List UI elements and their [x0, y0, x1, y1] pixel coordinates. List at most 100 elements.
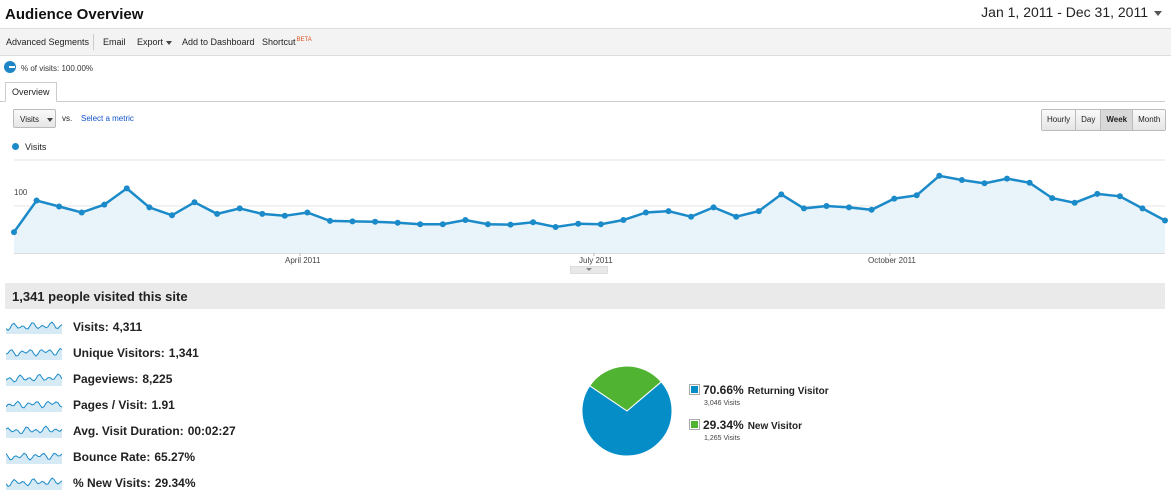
data-point[interactable]	[417, 221, 424, 228]
data-point[interactable]	[214, 210, 221, 217]
advanced-segments-button[interactable]: Advanced Segments	[6, 37, 90, 47]
data-point[interactable]	[462, 217, 469, 223]
metric-row: Unique Visitors: 1,341	[0, 343, 199, 363]
sparkline-icon[interactable]	[6, 320, 62, 334]
data-point[interactable]	[733, 213, 740, 220]
data-point[interactable]	[123, 185, 130, 192]
data-point[interactable]	[281, 212, 288, 219]
sparkline-icon[interactable]	[6, 450, 62, 464]
data-point[interactable]	[439, 221, 446, 228]
data-point[interactable]	[688, 213, 695, 220]
data-point[interactable]	[1094, 190, 1101, 197]
data-point[interactable]	[778, 191, 785, 198]
data-point[interactable]	[755, 208, 762, 215]
data-point[interactable]	[642, 209, 649, 216]
metric-value: 1.91	[151, 398, 175, 412]
day-button[interactable]: Day	[1075, 110, 1101, 130]
month-button[interactable]: Month	[1132, 110, 1166, 130]
data-point[interactable]	[146, 204, 153, 211]
data-point[interactable]	[349, 218, 356, 225]
data-point[interactable]	[1139, 205, 1146, 212]
legend-swatch-icon	[689, 384, 700, 396]
y-tick-label-100: 100	[14, 188, 28, 197]
toolbar-divider	[93, 34, 94, 50]
chart-resize-handle[interactable]	[570, 266, 608, 274]
data-point[interactable]	[552, 224, 559, 230]
data-point[interactable]	[169, 212, 175, 219]
data-point[interactable]	[1162, 217, 1168, 224]
metric-value: 1,341	[168, 346, 199, 360]
legend-label: Visits	[25, 142, 47, 152]
metric-name: Pages / Visit:	[73, 398, 148, 412]
data-point[interactable]	[101, 201, 108, 208]
sparkline-icon[interactable]	[6, 476, 62, 490]
tab-overview[interactable]: Overview	[5, 82, 57, 102]
data-point[interactable]	[710, 204, 717, 211]
metric-name: Avg. Visit Duration:	[73, 424, 184, 438]
data-point[interactable]	[846, 204, 852, 211]
data-point[interactable]	[1071, 199, 1078, 206]
visitor-type-pie[interactable]	[580, 364, 674, 458]
sparkline-icon[interactable]	[6, 372, 62, 386]
pie-slice-new-visitor[interactable]	[589, 365, 662, 412]
visits-chart[interactable]: 100 200 April 2011 July 2011 October 201…	[0, 150, 1171, 270]
data-point[interactable]	[800, 205, 807, 212]
chevron-down-icon	[166, 40, 173, 45]
new-label: New Visitor	[747, 421, 802, 432]
data-point[interactable]	[620, 217, 627, 223]
select-metric-link[interactable]: Select a metric	[81, 114, 134, 123]
metric-row: Avg. Visit Duration: 00:02:27	[0, 421, 236, 441]
data-point[interactable]	[304, 209, 311, 216]
data-point[interactable]	[597, 221, 604, 228]
data-point[interactable]	[1004, 175, 1010, 182]
legend-dot-icon	[12, 143, 19, 150]
data-point[interactable]	[665, 208, 672, 215]
sparkline-icon[interactable]	[6, 398, 62, 412]
email-button[interactable]: Email	[103, 37, 126, 47]
metric-value: 65.27%	[154, 450, 196, 464]
pie-segment-icon[interactable]	[4, 61, 16, 73]
data-point[interactable]	[78, 209, 85, 216]
shortcut-button[interactable]: ShortcutBETA	[262, 37, 312, 47]
export-button[interactable]: Export	[137, 37, 173, 47]
data-point[interactable]	[394, 219, 401, 226]
sparkline-line	[6, 400, 62, 409]
data-point[interactable]	[56, 203, 63, 210]
metric-selector[interactable]: Visits	[13, 109, 56, 128]
data-point[interactable]	[11, 229, 17, 236]
sparkline-fill	[6, 322, 62, 334]
data-point[interactable]	[1026, 179, 1033, 186]
data-point[interactable]	[1116, 193, 1123, 200]
data-point[interactable]	[372, 218, 379, 225]
week-button[interactable]: Week	[1100, 110, 1133, 130]
data-point[interactable]	[507, 221, 514, 228]
chevron-down-icon	[46, 117, 53, 122]
data-point[interactable]	[33, 197, 40, 204]
sparkline-line	[6, 373, 62, 383]
pie-slice-returning-visitor[interactable]	[581, 381, 673, 457]
x-tick-label-october: October 2011	[868, 256, 916, 265]
returning-label: Returning Visitor	[747, 386, 829, 397]
sparkline-icon[interactable]	[6, 346, 62, 360]
data-point[interactable]	[936, 172, 943, 179]
legend-returning-visitor: 70.66% Returning Visitor 3,046 Visits	[689, 381, 829, 407]
data-point[interactable]	[1049, 195, 1056, 202]
sparkline-fill	[6, 374, 62, 386]
data-point[interactable]	[484, 221, 491, 228]
add-to-dashboard-button[interactable]: Add to Dashboard	[182, 37, 255, 47]
data-point[interactable]	[958, 177, 965, 183]
data-point[interactable]	[327, 217, 333, 224]
data-point[interactable]	[891, 195, 898, 202]
data-point[interactable]	[191, 199, 198, 206]
sparkline-icon[interactable]	[6, 424, 62, 438]
data-point[interactable]	[913, 192, 920, 199]
data-point[interactable]	[259, 210, 266, 217]
data-point[interactable]	[530, 219, 537, 226]
date-range-picker[interactable]: Jan 1, 2011 - Dec 31, 2011	[976, 3, 1167, 21]
data-point[interactable]	[575, 220, 582, 227]
data-point[interactable]	[823, 203, 830, 209]
hourly-button[interactable]: Hourly	[1042, 110, 1076, 130]
data-point[interactable]	[981, 180, 988, 187]
data-point[interactable]	[236, 205, 243, 212]
data-point[interactable]	[868, 206, 875, 213]
